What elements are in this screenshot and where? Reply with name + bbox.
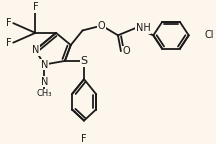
Text: O: O xyxy=(98,21,106,31)
Text: N: N xyxy=(41,77,48,87)
Text: F: F xyxy=(6,38,12,48)
Text: F: F xyxy=(33,2,38,12)
Text: O: O xyxy=(122,46,130,56)
Text: N: N xyxy=(32,45,39,55)
Text: S: S xyxy=(81,56,88,66)
Text: F: F xyxy=(6,18,12,28)
Text: N: N xyxy=(41,60,48,70)
Text: NH: NH xyxy=(136,23,150,33)
Text: F: F xyxy=(81,134,87,144)
Text: CH₃: CH₃ xyxy=(37,89,52,98)
Text: Cl: Cl xyxy=(205,30,214,40)
